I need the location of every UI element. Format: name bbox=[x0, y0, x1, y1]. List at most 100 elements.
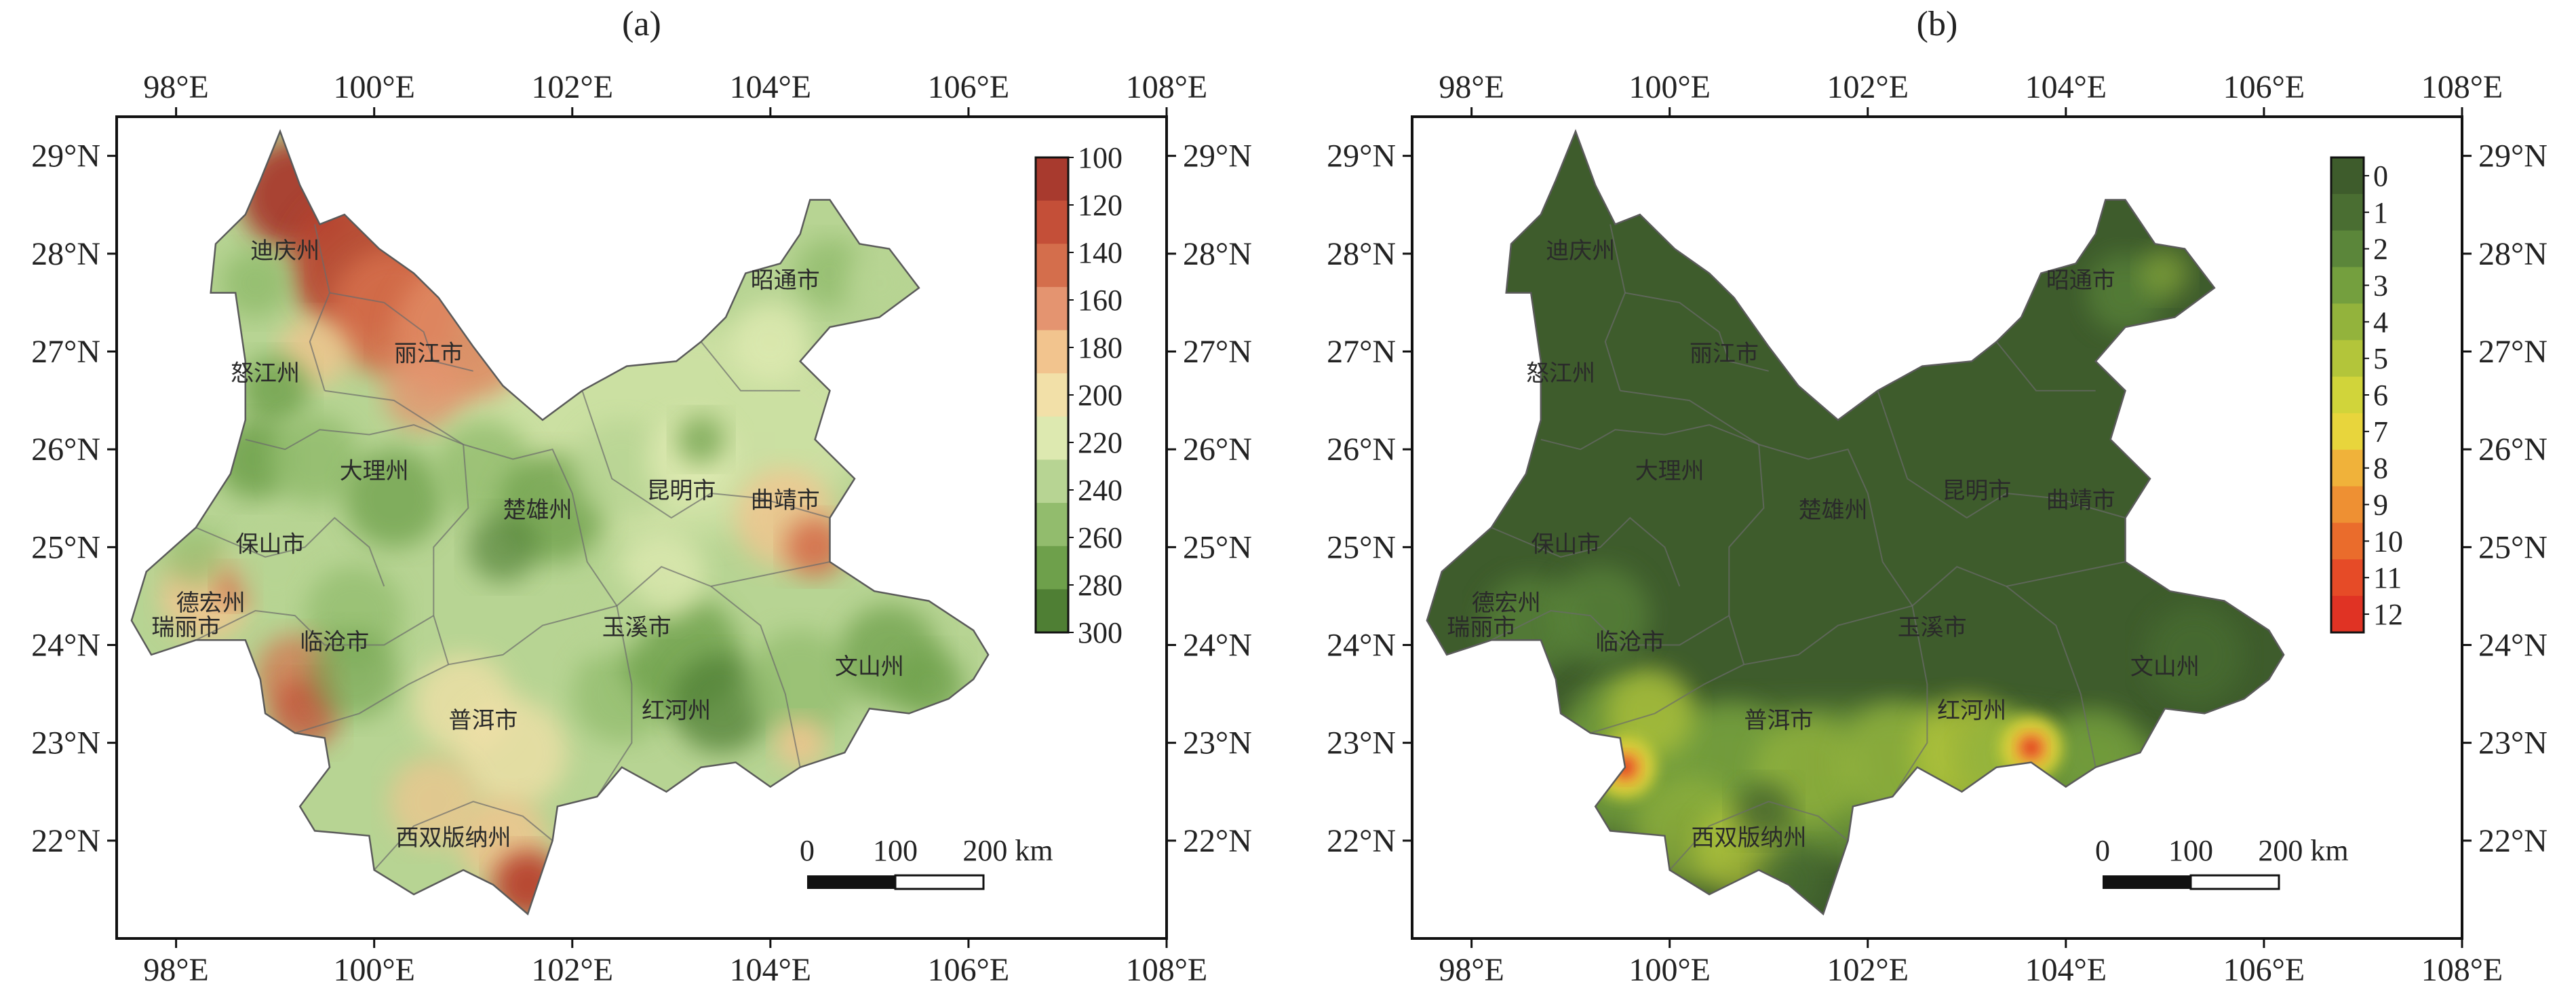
lon-tick-label-bottom: 98°E bbox=[1439, 952, 1504, 988]
lon-tick-label-top: 102°E bbox=[1827, 69, 1909, 105]
prefecture-boundary bbox=[1728, 444, 1765, 665]
lat-tick-label-left: 23°N bbox=[1327, 725, 1396, 761]
lon-tick-label-top: 104°E bbox=[730, 69, 812, 105]
lat-tick-label-right: 24°N bbox=[1183, 628, 1252, 664]
lon-tick-label-top: 108°E bbox=[2421, 69, 2503, 105]
colorbar-label: 12 bbox=[2373, 598, 2403, 631]
scale-bar: 0 100 200 km bbox=[2095, 834, 2349, 890]
region-label: 曲靖市 bbox=[751, 487, 820, 514]
prefecture-boundary bbox=[373, 801, 553, 871]
colorbar-label: 11 bbox=[2373, 561, 2402, 594]
region-label: 德宏州 bbox=[1472, 590, 1541, 617]
lon-tick-label-top: 106°E bbox=[2223, 69, 2305, 105]
lat-tick-label-left: 24°N bbox=[1327, 628, 1396, 664]
field-blob bbox=[270, 414, 359, 504]
colorbar-label: 3 bbox=[2373, 269, 2388, 302]
field-blob bbox=[730, 302, 811, 381]
prefecture-boundary bbox=[433, 444, 469, 665]
lat-tick-label-right: 23°N bbox=[2478, 725, 2548, 761]
field-blob bbox=[2145, 605, 2244, 704]
region-label: 瑞丽市 bbox=[1447, 614, 1516, 641]
province-outline bbox=[1426, 129, 2285, 916]
colorbar-label: 10 bbox=[2373, 525, 2403, 558]
hotspot-core bbox=[2021, 738, 2042, 758]
lon-tick-label-top: 104°E bbox=[2025, 69, 2107, 105]
prefecture-boundary bbox=[581, 390, 830, 519]
lat-tick-label-left: 25°N bbox=[31, 529, 100, 565]
lat-tick-label-right: 29°N bbox=[1183, 138, 1252, 174]
field-blob bbox=[1734, 781, 1794, 841]
scale-bar-label: 100 bbox=[2168, 834, 2213, 867]
colorbar-swatch bbox=[2331, 303, 2364, 341]
lon-tick-label-top: 102°E bbox=[532, 69, 614, 105]
prefecture-boundary bbox=[1758, 444, 1913, 607]
prefecture-boundary bbox=[1892, 605, 1928, 797]
colorbar-label: 180 bbox=[1078, 331, 1123, 364]
field-blob bbox=[894, 649, 964, 719]
region-label: 瑞丽市 bbox=[151, 614, 220, 641]
lon-tick-label-bottom: 104°E bbox=[730, 952, 812, 988]
prefecture-boundary bbox=[1995, 341, 2096, 392]
colorbar-swatch bbox=[1036, 546, 1068, 590]
region-label: 丽江市 bbox=[394, 340, 463, 367]
field-blob bbox=[2140, 248, 2190, 299]
colorbar-label: 300 bbox=[1078, 616, 1123, 649]
prefecture-boundary bbox=[1911, 561, 2126, 607]
prefecture-boundary bbox=[1877, 390, 2126, 519]
panel-label: (b) bbox=[1917, 5, 1958, 43]
colorbar-swatch bbox=[1036, 244, 1068, 288]
prefecture-boundary bbox=[1620, 390, 1759, 445]
colorbar-swatch bbox=[2331, 559, 2364, 596]
region-label: 大理州 bbox=[1635, 457, 1704, 484]
region-label: 迪庆州 bbox=[250, 238, 319, 265]
colorbar-swatch bbox=[1036, 589, 1068, 633]
prefecture-boundary bbox=[1491, 609, 1730, 646]
scale-bar-white bbox=[2189, 874, 2280, 890]
colorbar-swatch bbox=[2331, 340, 2364, 377]
region-label: 西双版纳州 bbox=[1692, 824, 1807, 852]
lon-tick-label-top: 106°E bbox=[928, 69, 1010, 105]
region-label: 楚雄州 bbox=[503, 497, 572, 524]
field-blob bbox=[344, 449, 444, 548]
region-label: 普洱市 bbox=[448, 707, 518, 734]
colorbar-swatch bbox=[1036, 200, 1068, 244]
colorbar-label: 5 bbox=[2373, 342, 2388, 375]
field-blob bbox=[230, 522, 320, 611]
prefecture-boundary bbox=[1604, 224, 1626, 391]
scale-bar: 0 100 200 km bbox=[800, 834, 1053, 890]
lon-tick-label-top: 98°E bbox=[1439, 69, 1504, 105]
scale-bar-label: 0 bbox=[2095, 834, 2110, 867]
prefecture-boundary bbox=[1668, 801, 1849, 871]
prefecture-boundary bbox=[616, 561, 830, 607]
colorbar-label: 0 bbox=[2373, 159, 2388, 193]
field-blob bbox=[745, 629, 855, 739]
colorbar-swatch bbox=[2331, 449, 2364, 487]
lon-tick-label-bottom: 108°E bbox=[1126, 952, 1208, 988]
region-label: 临沧市 bbox=[300, 629, 369, 656]
prefecture-boundary bbox=[1491, 516, 1681, 587]
colorbar-swatch bbox=[1036, 330, 1068, 374]
colorbar-swatch bbox=[1036, 286, 1068, 331]
colorbar-label: 6 bbox=[2373, 379, 2388, 412]
region-label: 普洱市 bbox=[1744, 707, 1813, 734]
region-label: 昭通市 bbox=[2046, 267, 2115, 294]
lat-tick-label-right: 27°N bbox=[1183, 334, 1252, 370]
region-label: 昆明市 bbox=[1942, 477, 2011, 504]
colorbar-swatch bbox=[2331, 486, 2364, 523]
field-blob bbox=[166, 527, 226, 587]
colorbar-label: 240 bbox=[1078, 474, 1123, 507]
colorbar-label: 280 bbox=[1078, 569, 1123, 602]
colorbar-swatch bbox=[1036, 157, 1068, 202]
field-blob bbox=[1550, 566, 1650, 666]
colorbar-label: 120 bbox=[1078, 189, 1123, 222]
lat-tick-label-left: 29°N bbox=[1327, 138, 1396, 174]
lat-tick-label-left: 22°N bbox=[31, 823, 100, 859]
colorbar-swatch bbox=[1036, 416, 1068, 460]
colorbar-label: 9 bbox=[2373, 489, 2388, 522]
lat-tick-label-right: 22°N bbox=[2478, 823, 2548, 859]
prefecture-boundary bbox=[309, 224, 331, 391]
lon-tick-label-top: 100°E bbox=[1628, 69, 1711, 105]
prefecture-boundary bbox=[710, 586, 801, 767]
colorbar-label: 200 bbox=[1078, 379, 1123, 412]
